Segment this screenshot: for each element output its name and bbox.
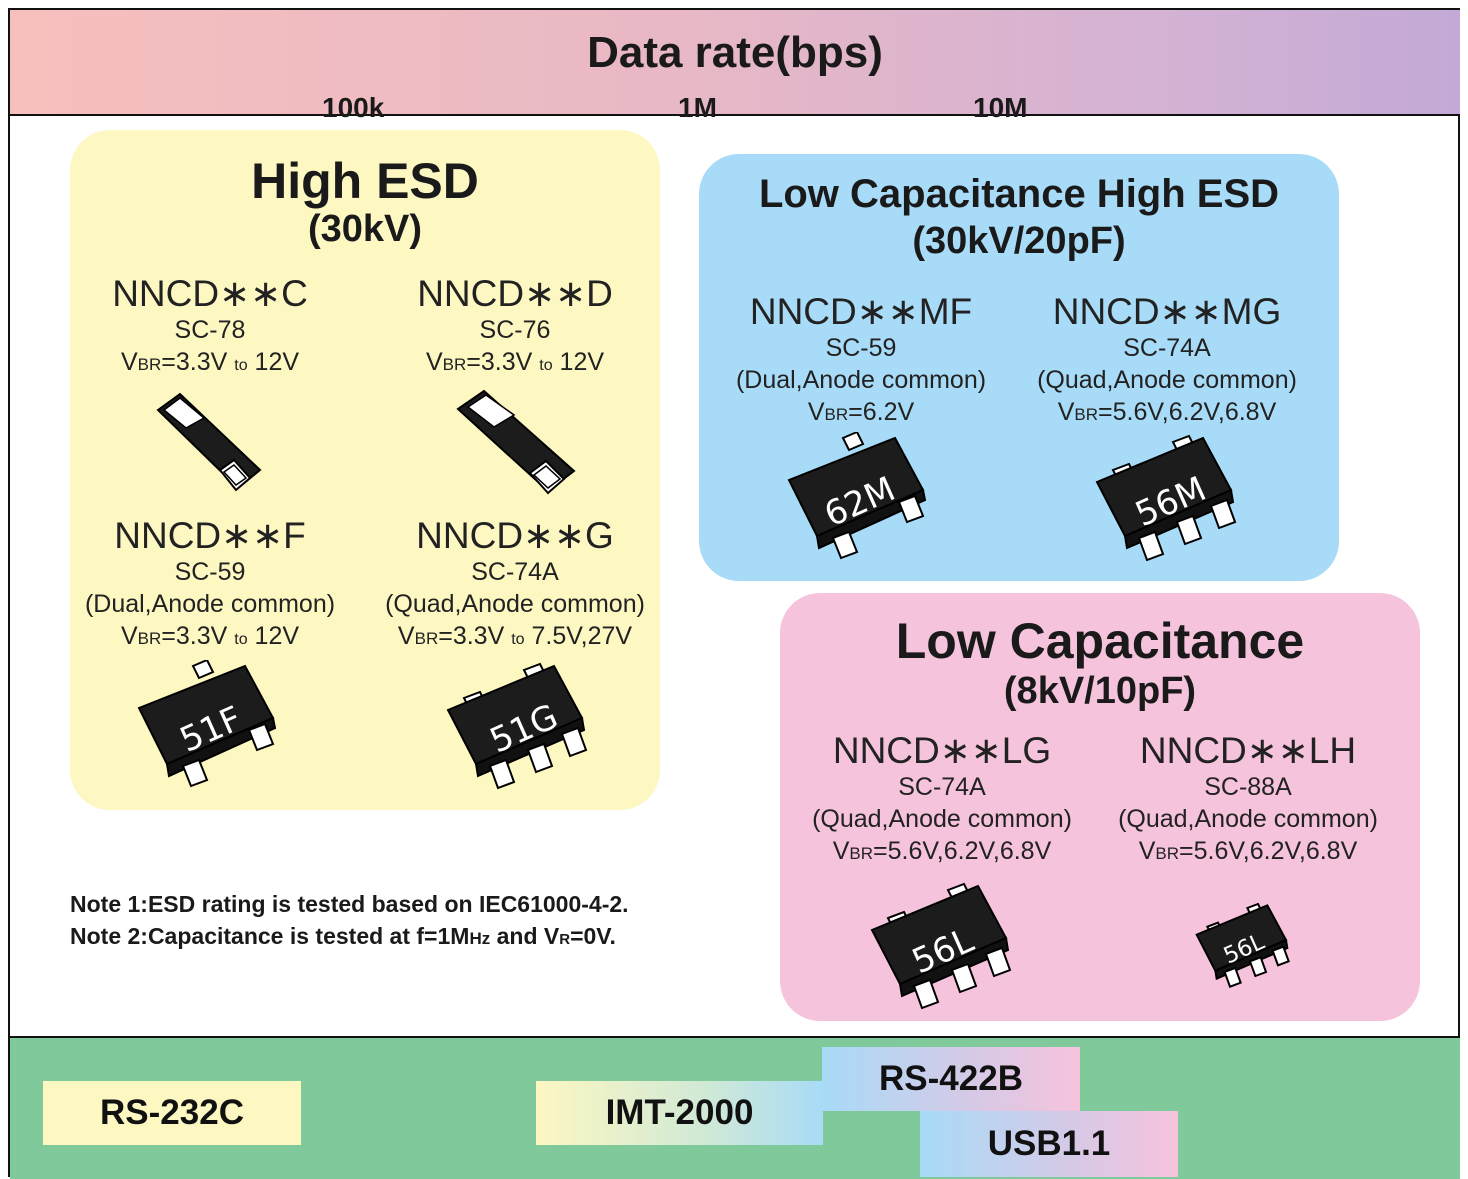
standard-rs-232c: RS-232C — [43, 1081, 301, 1145]
sc78-package-icon — [156, 392, 262, 492]
part-nncd-mg: NNCD∗∗MG SC-74A (Quad,Anode common) VBR=… — [1037, 292, 1297, 431]
part-config: (Quad,Anode common) — [812, 805, 1072, 833]
part-config: (Dual,Anode common) — [84, 590, 336, 618]
data-rate-header: Data rate(bps) 100k 1M 10M — [10, 10, 1460, 123]
part-vbr: VBR=3.3V to 12V — [120, 622, 300, 650]
part-vbr: VBR=5.6V,6.2V,6.8V — [1057, 398, 1277, 426]
part-config: (Quad,Anode common) — [1037, 366, 1297, 394]
standard-usb1-1: USB1.1 — [920, 1111, 1178, 1177]
tick-1m: 1M — [678, 92, 717, 123]
part-vbr: VBR=5.6V,6.2V,6.8V — [832, 837, 1052, 865]
part-package: SC-74A — [1123, 334, 1211, 362]
part-vbr: VBR=6.2V — [807, 398, 915, 426]
sc74a-package-56l-icon: 56L — [870, 882, 1012, 1010]
part-package: SC-59 — [825, 334, 897, 362]
part-package: SC-74A — [898, 773, 986, 801]
part-name: NNCD∗∗LH — [1139, 730, 1357, 771]
low-cap-subtitle: (8kV/10pF) — [1003, 670, 1197, 712]
sc88a-package-56l-icon: 56L — [1195, 902, 1290, 988]
part-vbr: VBR=3.3V to 7.5V,27V — [397, 622, 633, 650]
part-nncd-f: NNCD∗∗F SC-59 (Dual,Anode common) VBR=3.… — [85, 516, 335, 656]
diagram-frame — [8, 8, 1460, 1177]
part-name: NNCD∗∗F — [114, 515, 306, 556]
part-nncd-mf: NNCD∗∗MF SC-59 (Dual,Anode common) VBR=6… — [736, 292, 986, 431]
note-1: Note 1:ESD rating is tested based on IEC… — [70, 891, 629, 917]
sc59-package-62m-icon: 62M — [787, 432, 927, 560]
part-package: SC-78 — [174, 316, 246, 344]
sc76-package-icon — [456, 389, 576, 495]
part-package: SC-88A — [1204, 773, 1292, 801]
sc74a-package-56m-icon: 56M — [1095, 434, 1237, 562]
sc59-package-51f-icon: 51F — [137, 660, 277, 788]
tick-100k: 100k — [322, 92, 385, 123]
part-nncd-c: NNCD∗∗C SC-78 VBR=3.3V to 12V — [112, 274, 308, 382]
part-vbr: VBR=3.3V to 12V — [120, 348, 300, 376]
sc74a-package-51g-icon: 51G — [446, 662, 588, 790]
part-name: NNCD∗∗MG — [1052, 291, 1282, 332]
part-name: NNCD∗∗C — [112, 273, 308, 314]
part-name: NNCD∗∗G — [416, 515, 614, 556]
part-config: (Quad,Anode common) — [1118, 805, 1378, 833]
low-cap-title: Low Capacitance — [895, 613, 1305, 669]
part-vbr: VBR=5.6V,6.2V,6.8V — [1138, 837, 1358, 865]
note-2: Note 2:Capacitance is tested at f=1MHz a… — [70, 923, 616, 949]
part-config: (Dual,Anode common) — [735, 366, 987, 394]
tick-10m: 10M — [973, 92, 1028, 123]
part-name: NNCD∗∗LG — [832, 730, 1052, 771]
high-esd-title: High ESD — [251, 153, 479, 209]
part-config: (Quad,Anode common) — [385, 590, 645, 618]
standard-imt-2000: IMT-2000 — [536, 1081, 823, 1145]
part-nncd-lg: NNCD∗∗LG SC-74A (Quad,Anode common) VBR=… — [812, 731, 1072, 870]
part-name: NNCD∗∗D — [417, 273, 613, 314]
part-vbr: VBR=3.3V to 12V — [425, 348, 605, 376]
part-nncd-lh: NNCD∗∗LH SC-88A (Quad,Anode common) VBR=… — [1118, 731, 1378, 870]
part-package: SC-59 — [174, 558, 246, 586]
high-esd-subtitle: (30kV) — [307, 208, 423, 250]
low-cap-high-esd-subtitle: (30kV/20pF) — [912, 220, 1126, 262]
header-title: Data rate(bps) — [587, 28, 883, 77]
part-name: NNCD∗∗MF — [749, 291, 973, 332]
part-nncd-d: NNCD∗∗D SC-76 VBR=3.3V to 12V — [417, 274, 613, 382]
part-package: SC-76 — [479, 316, 551, 344]
part-package: SC-74A — [471, 558, 559, 586]
standard-rs-422b: RS-422B — [822, 1047, 1080, 1111]
part-nncd-g: NNCD∗∗G SC-74A (Quad,Anode common) VBR=3… — [385, 516, 645, 656]
low-cap-high-esd-title: Low Capacitance High ESD — [758, 172, 1280, 216]
